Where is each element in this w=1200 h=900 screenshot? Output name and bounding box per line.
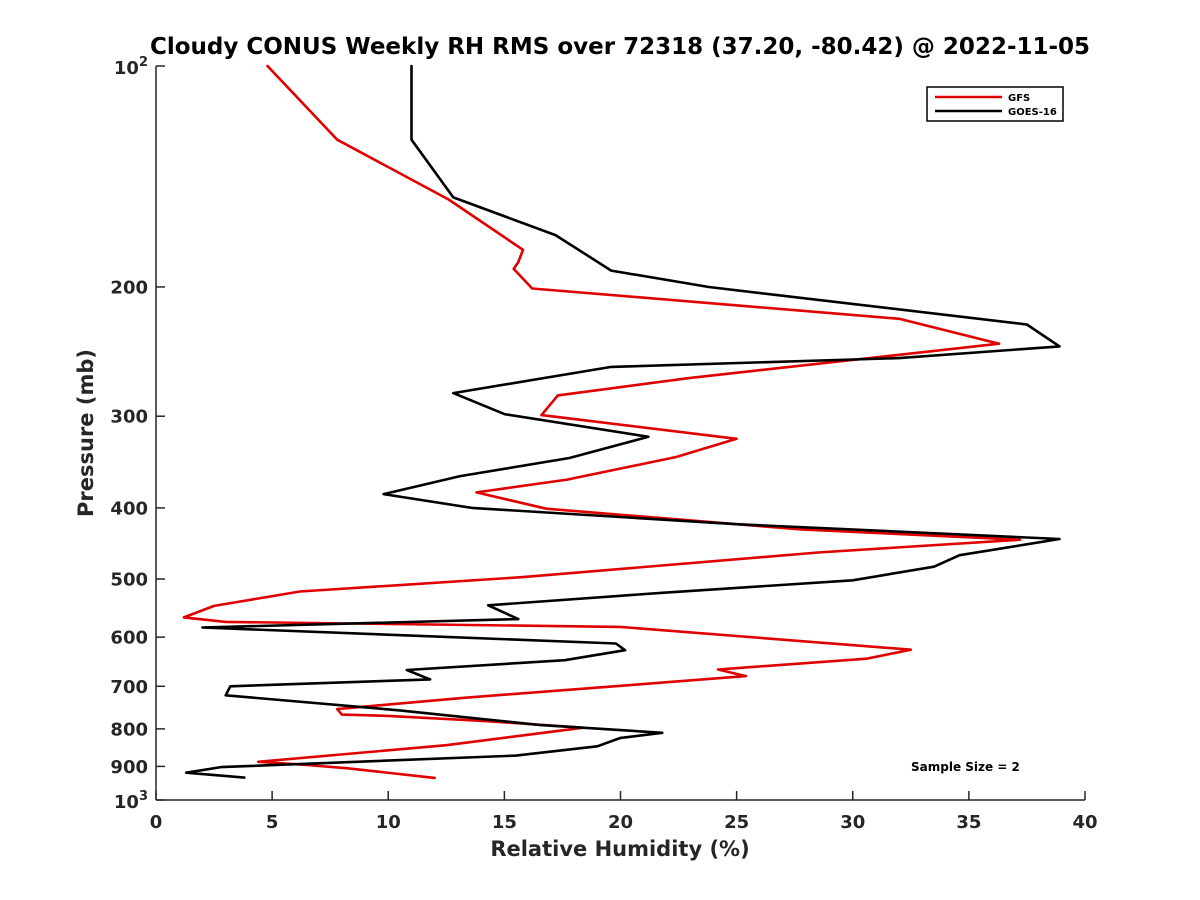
x-tick-label: 20: [608, 812, 633, 833]
y-tick-label: 800: [110, 719, 148, 740]
y-tick-label: 600: [110, 628, 148, 649]
x-tick-label: 30: [840, 812, 865, 833]
sample-size-annotation: Sample Size = 2: [911, 760, 1020, 774]
legend: GFS GOES-16: [926, 86, 1064, 122]
legend-box: [926, 86, 1064, 122]
y-axis-label: Pressure (mb): [74, 349, 98, 517]
y-tick-label-power: 102: [114, 55, 148, 79]
x-tick-label: 10: [376, 812, 401, 833]
chart-title: Cloudy CONUS Weekly RH RMS over 72318 (3…: [150, 34, 1090, 60]
y-tick-label: 500: [110, 570, 148, 591]
y-tick-label: 200: [110, 277, 148, 298]
x-tick-label: 5: [266, 812, 279, 833]
x-axis-label: Relative Humidity (%): [490, 837, 749, 861]
legend-label-gfs: GFS: [1008, 93, 1030, 104]
x-tick-label: 40: [1072, 812, 1097, 833]
legend-label-goes-16: GOES-16: [1008, 107, 1057, 118]
x-tick-label: 35: [956, 812, 981, 833]
y-tick-label: 300: [110, 407, 148, 428]
x-tick-label: 15: [492, 812, 517, 833]
x-tick-label: 0: [150, 812, 163, 833]
series-line-goes-16: [184, 64, 1061, 779]
y-tick-label-power: 103: [114, 789, 148, 813]
series-line-gfs: [182, 64, 1022, 780]
y-tick-label: 700: [110, 677, 148, 698]
y-tick-label: 400: [110, 498, 148, 519]
y-tick-label: 900: [110, 757, 148, 778]
x-tick-label: 25: [724, 812, 749, 833]
